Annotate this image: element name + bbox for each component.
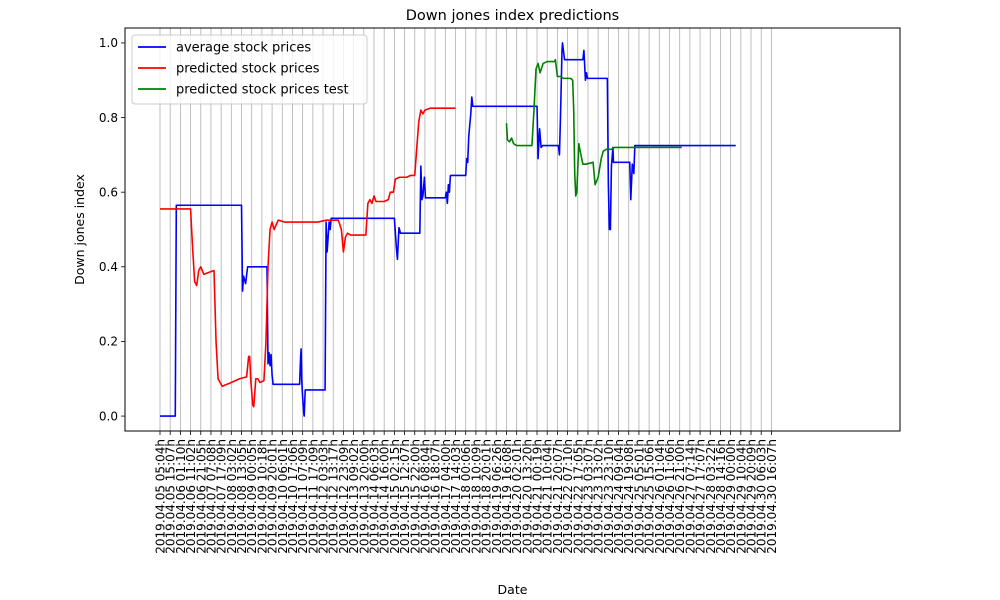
x-tick-label: 2019.04.16 18:07h <box>429 439 443 554</box>
x-tick-label: 2019.04.07 07:08h <box>204 439 218 554</box>
x-tick-label: 2019.04.23 23:10h <box>602 439 616 554</box>
x-tick-label: 2019.04.24 19:08h <box>622 439 636 554</box>
x-tick-label: 2019.04.17 14:03h <box>449 439 463 554</box>
x-tick-label: 2019.04.26 01:04h <box>653 439 667 554</box>
y-axis-label: Down jones index <box>72 174 87 285</box>
x-tick-label: 2019.04.10 06:01h <box>276 439 290 554</box>
x-tick-label: 2019.04.07 17:09h <box>215 439 229 554</box>
y-tick-label: 0.6 <box>99 185 118 199</box>
x-tick-label: 2019.04.09 20:01h <box>266 439 280 554</box>
x-tick-label: 2019.04.22 17:05h <box>571 439 585 554</box>
x-tick-label: 2019.04.14 06:03h <box>367 439 381 554</box>
x-tick-label: 2019.04.12 23:09h <box>337 439 351 554</box>
x-tick-label: 2019.04.19 16:08h <box>500 439 514 554</box>
x-tick-label: 2019.04.22 07:10h <box>561 439 575 554</box>
x-tick-label: 2019.04.20 02:01h <box>510 439 524 554</box>
y-tick-label: 0.4 <box>99 260 118 274</box>
y-axis-ticks: 0.0 0.2 0.4 0.6 0.8 1.0 <box>99 36 125 423</box>
x-tick-label: 2019.04.29 20:09h <box>745 439 759 554</box>
x-tick-label: 2019.04.27 07:14h <box>683 439 697 554</box>
x-tick-label: 2019.04.09 00:05h <box>245 439 259 554</box>
x-tick-label: 2019.04.26 21:00h <box>673 439 687 554</box>
x-tick-label: 2019.04.28 14:16h <box>714 439 728 554</box>
x-tick-label: 2019.04.21 20:07h <box>551 439 565 554</box>
x-tick-label: 2019.04.15 02:15h <box>388 439 402 554</box>
series-predicted-stock-prices-test <box>505 58 682 197</box>
x-tick-label: 2019.04.18 00:06h <box>459 439 473 554</box>
x-tick-label: 2019.04.30 06:03h <box>755 439 769 554</box>
x-tick-label: 2019.04.21 10:04h <box>541 439 555 554</box>
y-tick-label: 1.0 <box>99 36 118 50</box>
x-tick-label: 2019.04.17 04:00h <box>439 439 453 554</box>
x-tick-label: 2019.04.23 13:02h <box>592 439 606 554</box>
x-tick-label: 2019.04.06 21:05h <box>194 439 208 554</box>
x-tick-label: 2019.04.27 17:07h <box>694 439 708 554</box>
legend-label-average: average stock prices <box>176 41 311 56</box>
x-tick-label: 2019.04.29 10:04h <box>734 439 748 554</box>
x-tick-label: 2019.04.14 16:00h <box>378 439 392 554</box>
x-tick-label: 2019.04.20 13:20h <box>520 439 534 554</box>
x-tick-label: 2019.04.18 20:01h <box>480 439 494 554</box>
x-tick-label: 2019.04.16 08:04h <box>418 439 432 554</box>
legend: average stock prices predicted stock pri… <box>131 34 368 105</box>
x-tick-label: 2019.04.05 15:07h <box>164 439 178 554</box>
y-tick-label: 0.8 <box>99 111 118 125</box>
x-tick-label: 2019.04.23 03:07h <box>581 439 595 554</box>
x-tick-label: 2019.04.11 07:09h <box>296 439 310 554</box>
x-tick-label: 2019.04.10 17:06h <box>286 439 300 554</box>
x-tick-label: 2019.04.13 09:02h <box>347 439 361 554</box>
x-tick-label: 2019.04.29 00:00h <box>724 439 738 554</box>
series-average-stock-prices <box>160 42 736 417</box>
x-tick-label: 2019.04.30 16:07h <box>765 439 779 554</box>
x-tick-label: 2019.04.06 11:02h <box>184 439 198 554</box>
y-tick-label: 0.2 <box>99 335 118 349</box>
x-tick-label: 2019.04.18 10:09h <box>469 439 483 554</box>
x-tick-label: 2019.04.21 00:19h <box>531 439 545 554</box>
x-tick-label: 2019.04.08 13:05h <box>235 439 249 554</box>
y-tick-label: 0.0 <box>99 409 118 423</box>
x-tick-label: 2019.04.24 09:04h <box>612 439 626 554</box>
legend-label-predicted-test: predicted stock prices test <box>176 83 349 98</box>
plot-frame <box>124 27 901 432</box>
x-tick-label: 2019.04.19 06:26h <box>490 439 504 554</box>
x-tick-label: 2019.04.15 22:00h <box>408 439 422 554</box>
x-tick-label: 2019.04.25 15:06h <box>643 439 657 554</box>
x-axis-label: Date <box>498 582 528 597</box>
legend-box <box>131 34 368 105</box>
x-tick-label: 2019.04.11 17:09h <box>306 439 320 554</box>
legend-label-predicted: predicted stock prices <box>176 62 320 77</box>
x-tick-label: 2019.04.25 05:01h <box>632 439 646 554</box>
x-tick-label: 2019.04.05 05:04h <box>154 439 168 554</box>
x-tick-label: 2019.04.12 03:03h <box>317 439 331 554</box>
x-tick-label: 2019.04.08 03:02h <box>225 439 239 554</box>
x-tick-label: 2019.04.13 20:00h <box>357 439 371 554</box>
x-tick-label: 2019.04.12 13:17h <box>327 439 341 554</box>
series-lines <box>160 42 736 417</box>
chart-title: Down jones index predictions <box>406 8 619 24</box>
x-tick-label: 2019.04.26 11:06h <box>663 439 677 554</box>
x-tick-label: 2019.04.15 12:07h <box>398 439 412 554</box>
x-tick-label: 2019.04.06 01:10h <box>174 439 188 554</box>
series-predicted-stock-prices <box>160 107 456 408</box>
x-tick-label: 2019.04.28 03:22h <box>704 439 718 554</box>
x-tick-label: 2019.04.09 10:18h <box>255 439 269 554</box>
